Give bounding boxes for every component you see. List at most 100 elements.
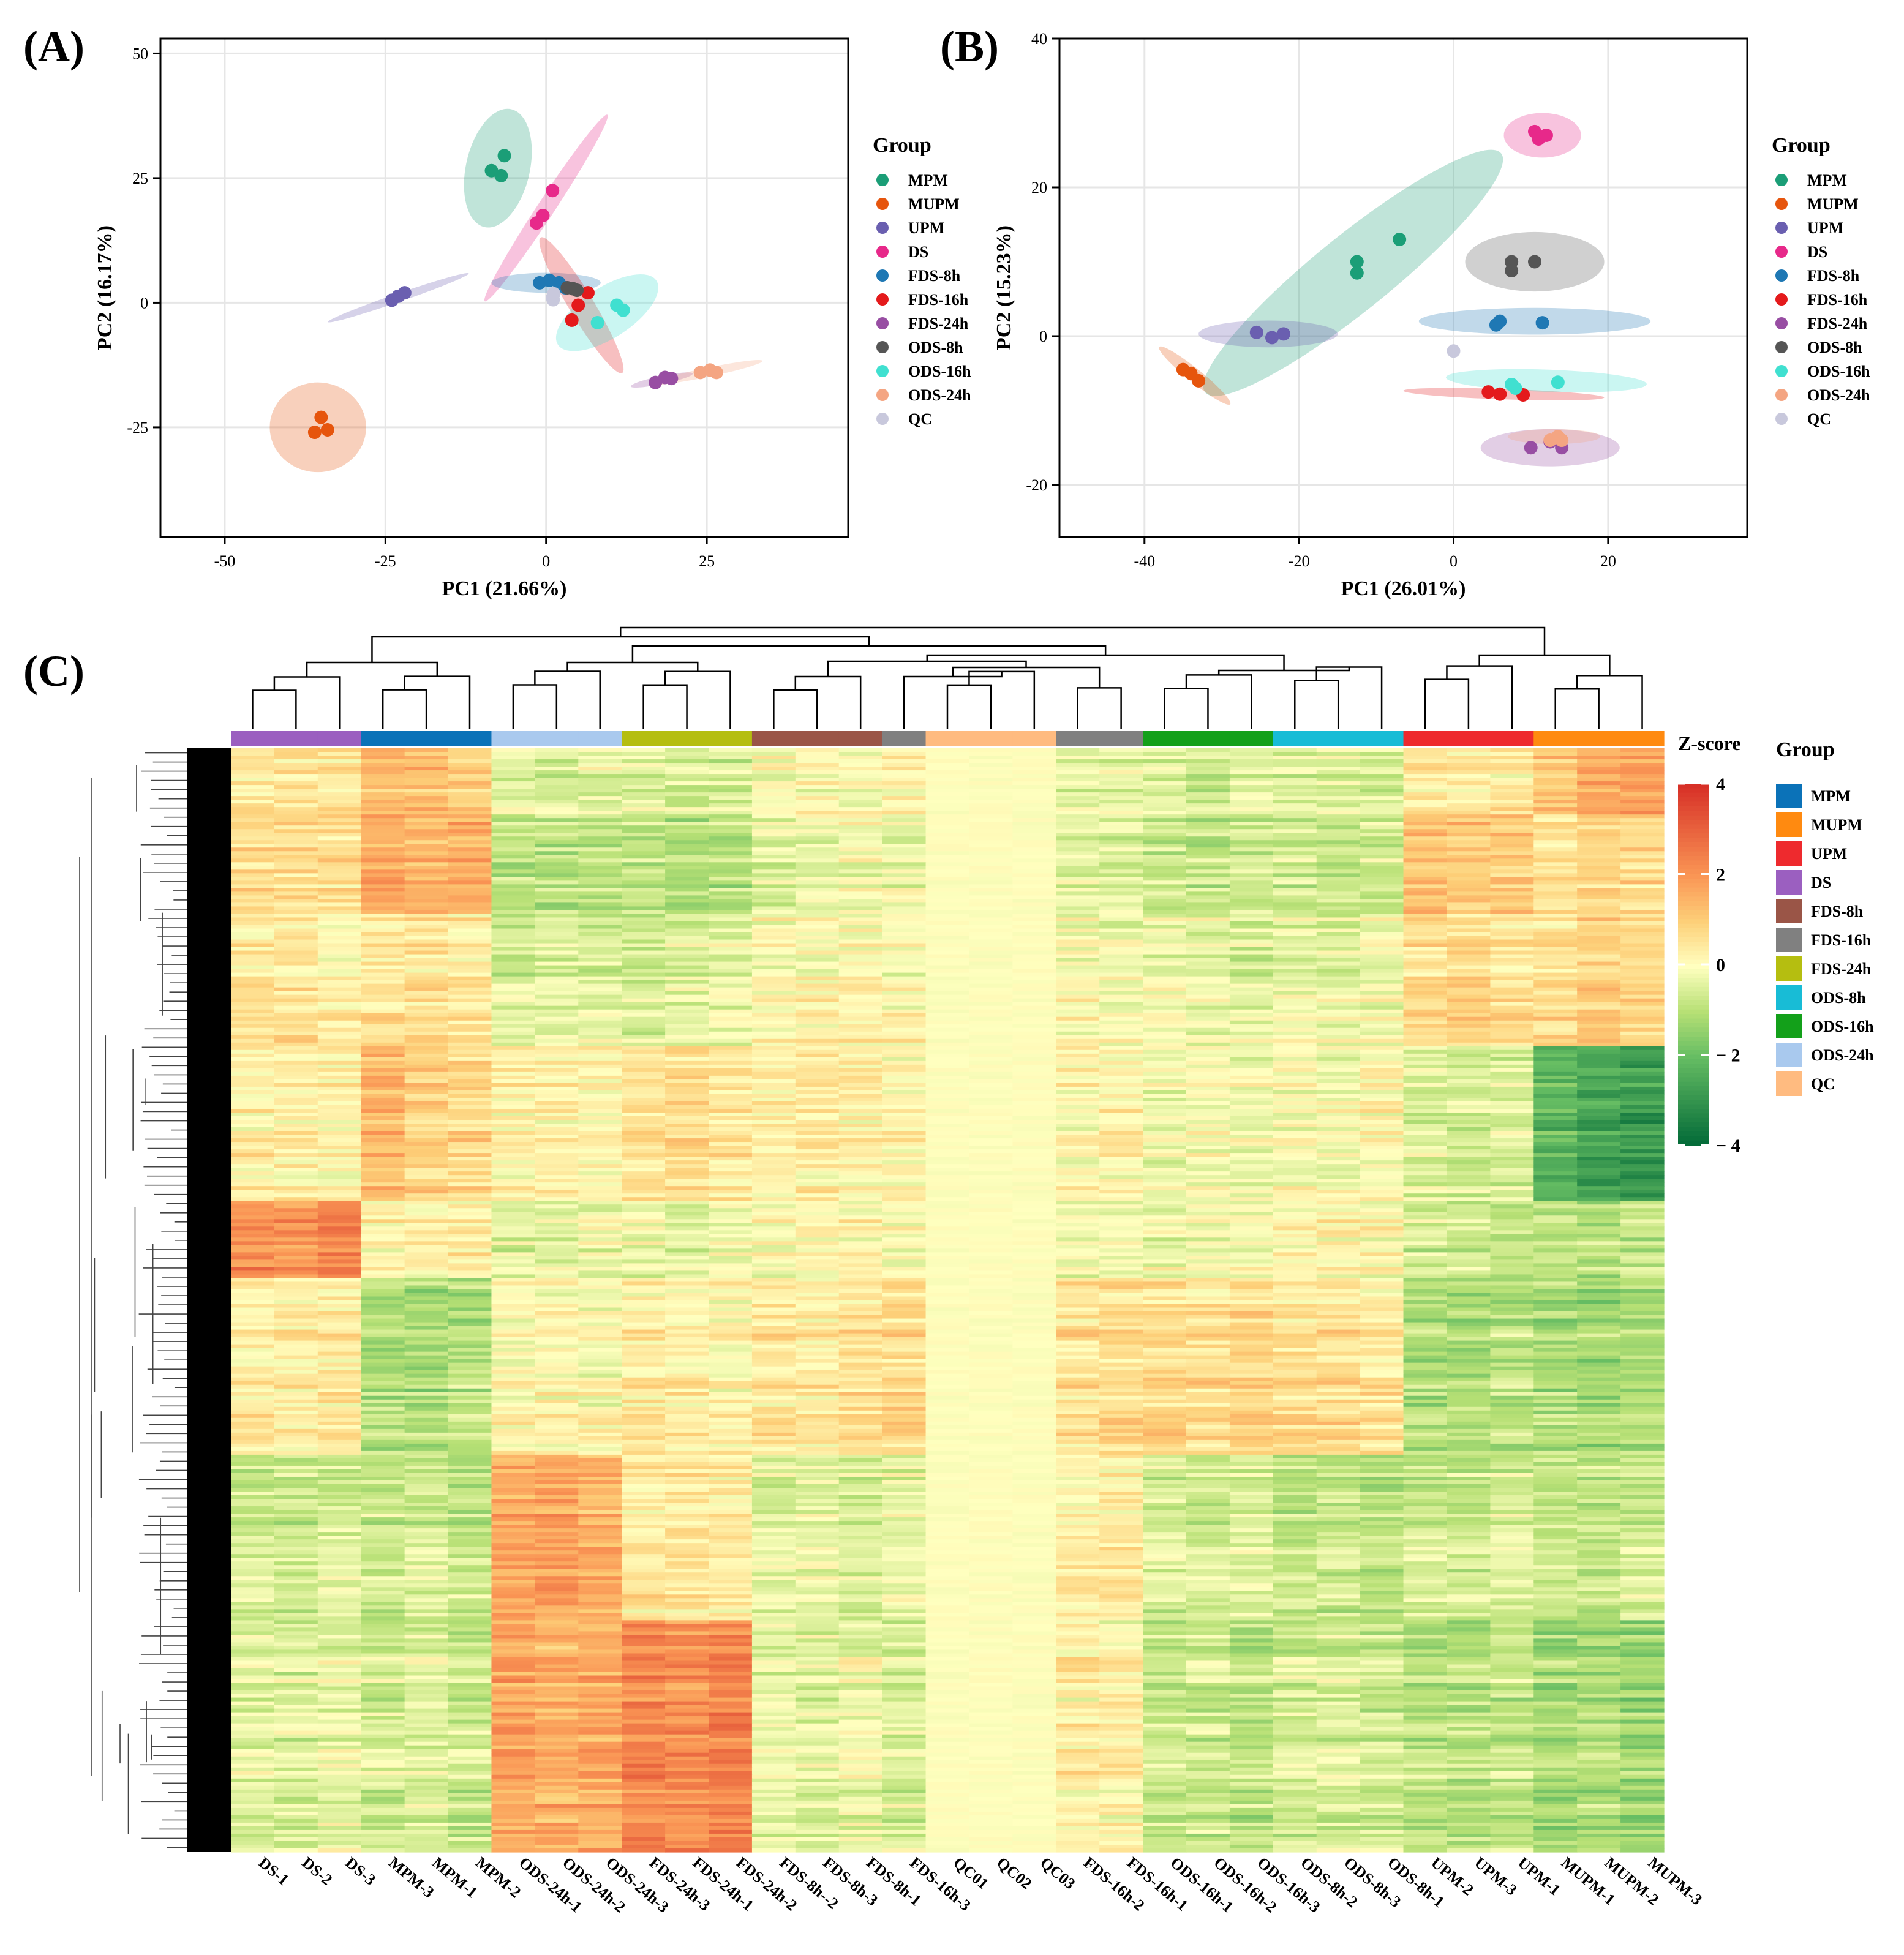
heatmap-cell: [926, 928, 970, 932]
heatmap-cell: [969, 1021, 1013, 1025]
heatmap-cell: [709, 1021, 753, 1025]
heatmap-cell: [622, 866, 666, 870]
heatmap-cell: [231, 800, 275, 804]
heatmap-cell: [274, 1160, 318, 1165]
heatmap-cell: [1317, 800, 1361, 804]
heatmap-cell: [752, 836, 796, 841]
heatmap-cell: [1317, 1116, 1361, 1120]
heatmap-cell: [535, 1076, 579, 1080]
heatmap-cell: [535, 902, 579, 907]
heatmap-cell: [1230, 1105, 1274, 1109]
heatmap-cell: [361, 1281, 405, 1286]
heatmap-cell: [1577, 840, 1621, 844]
heatmap-cell: [1143, 1157, 1187, 1161]
heatmap-cell: [1317, 1124, 1361, 1128]
heatmap-cell: [665, 1043, 709, 1047]
heatmap-cell: [1230, 829, 1274, 833]
heatmap-cell: [1620, 958, 1665, 962]
heatmap-cell: [405, 778, 449, 782]
heatmap-cell: [1012, 869, 1056, 874]
heatmap-cell: [709, 962, 753, 966]
heatmap-cell: [1404, 925, 1448, 929]
heatmap-cell: [1273, 1267, 1317, 1271]
heatmap-cell: [1099, 877, 1143, 881]
heatmap-cell: [752, 921, 796, 925]
heatmap-cell: [839, 1237, 883, 1242]
heatmap-cell: [1056, 778, 1100, 782]
heatmap-cell: [926, 1079, 970, 1084]
heatmap-cell: [318, 899, 362, 903]
heatmap-cell: [1533, 1090, 1578, 1095]
heatmap-cell: [448, 895, 492, 899]
heatmap-cell: [1317, 759, 1361, 764]
heatmap-cell: [448, 1105, 492, 1109]
heatmap-cell: [1273, 906, 1317, 910]
heatmap-cell: [839, 873, 883, 877]
heatmap-cell: [405, 873, 449, 877]
heatmap-cell: [448, 910, 492, 914]
heatmap-cell: [491, 1076, 535, 1080]
heatmap-cell: [1447, 770, 1491, 775]
heatmap-cell: [1099, 1212, 1143, 1216]
heatmap-cell: [1317, 988, 1361, 992]
heatmap-cell: [1620, 1127, 1665, 1131]
heatmap-cell: [535, 1226, 579, 1231]
heatmap-cell: [926, 977, 970, 981]
heatmap-cell: [1143, 1219, 1187, 1223]
heatmap-cell: [405, 807, 449, 811]
heatmap-cell: [665, 891, 709, 896]
heatmap-cell: [274, 1135, 318, 1139]
heatmap-cell: [1012, 1021, 1056, 1025]
heatmap-cell: [578, 917, 622, 921]
heatmap-cell: [535, 752, 579, 756]
heatmap-cell: [361, 1105, 405, 1109]
heatmap-cell: [448, 759, 492, 764]
heatmap-cell: [1230, 759, 1274, 764]
heatmap-cell: [752, 829, 796, 833]
heatmap-cell: [969, 811, 1013, 815]
heatmap-cell: [926, 1068, 970, 1073]
heatmap-cell: [1317, 966, 1361, 970]
heatmap-cell: [1273, 1230, 1317, 1234]
heatmap-cell: [969, 858, 1013, 863]
heatmap-cell: [231, 840, 275, 844]
heatmap-cell: [1099, 988, 1143, 992]
heatmap-cell: [1404, 851, 1448, 855]
heatmap-cell: [1230, 1135, 1274, 1139]
heatmap-cell: [1230, 984, 1274, 988]
heatmap-cell: [1317, 958, 1361, 962]
heatmap-cell: [274, 940, 318, 944]
heatmap-cell: [839, 1186, 883, 1190]
heatmap-cell: [1186, 969, 1230, 974]
heatmap-cell: [796, 1197, 840, 1201]
heatmap-cell: [969, 1039, 1013, 1043]
heatmap-cell: [709, 1175, 753, 1179]
heatmap-cell: [491, 1267, 535, 1271]
heatmap-cell: [274, 925, 318, 929]
heatmap-cell: [969, 1028, 1013, 1032]
heatmap-cell: [1533, 1153, 1578, 1157]
heatmap-cell: [1447, 1252, 1491, 1256]
heatmap-cell: [1620, 991, 1665, 996]
heatmap-cell: [1186, 1263, 1230, 1267]
heatmap-cell: [969, 1135, 1013, 1139]
heatmap-cell: [709, 862, 753, 866]
heatmap-cell: [1360, 851, 1404, 855]
heatmap-cell: [622, 759, 666, 764]
heatmap-cell: [926, 847, 970, 852]
heatmap-cell: [274, 829, 318, 833]
heatmap-cell: [1533, 1160, 1578, 1165]
heatmap-cell: [882, 1267, 927, 1271]
heatmap-cell: [1533, 1135, 1578, 1139]
heatmap-cell: [1056, 917, 1100, 921]
heatmap-cell: [318, 958, 362, 962]
heatmap-cell: [1620, 1149, 1665, 1154]
heatmap-cell: [1360, 1094, 1404, 1098]
heatmap-cell: [1099, 914, 1143, 918]
heatmap-cell: [361, 767, 405, 771]
heatmap-cell: [1447, 1230, 1491, 1234]
heatmap-cell: [1447, 833, 1491, 837]
heatmap-cell: [1404, 973, 1448, 977]
heatmap-cell: [752, 873, 796, 877]
heatmap-cell: [1620, 1182, 1665, 1187]
